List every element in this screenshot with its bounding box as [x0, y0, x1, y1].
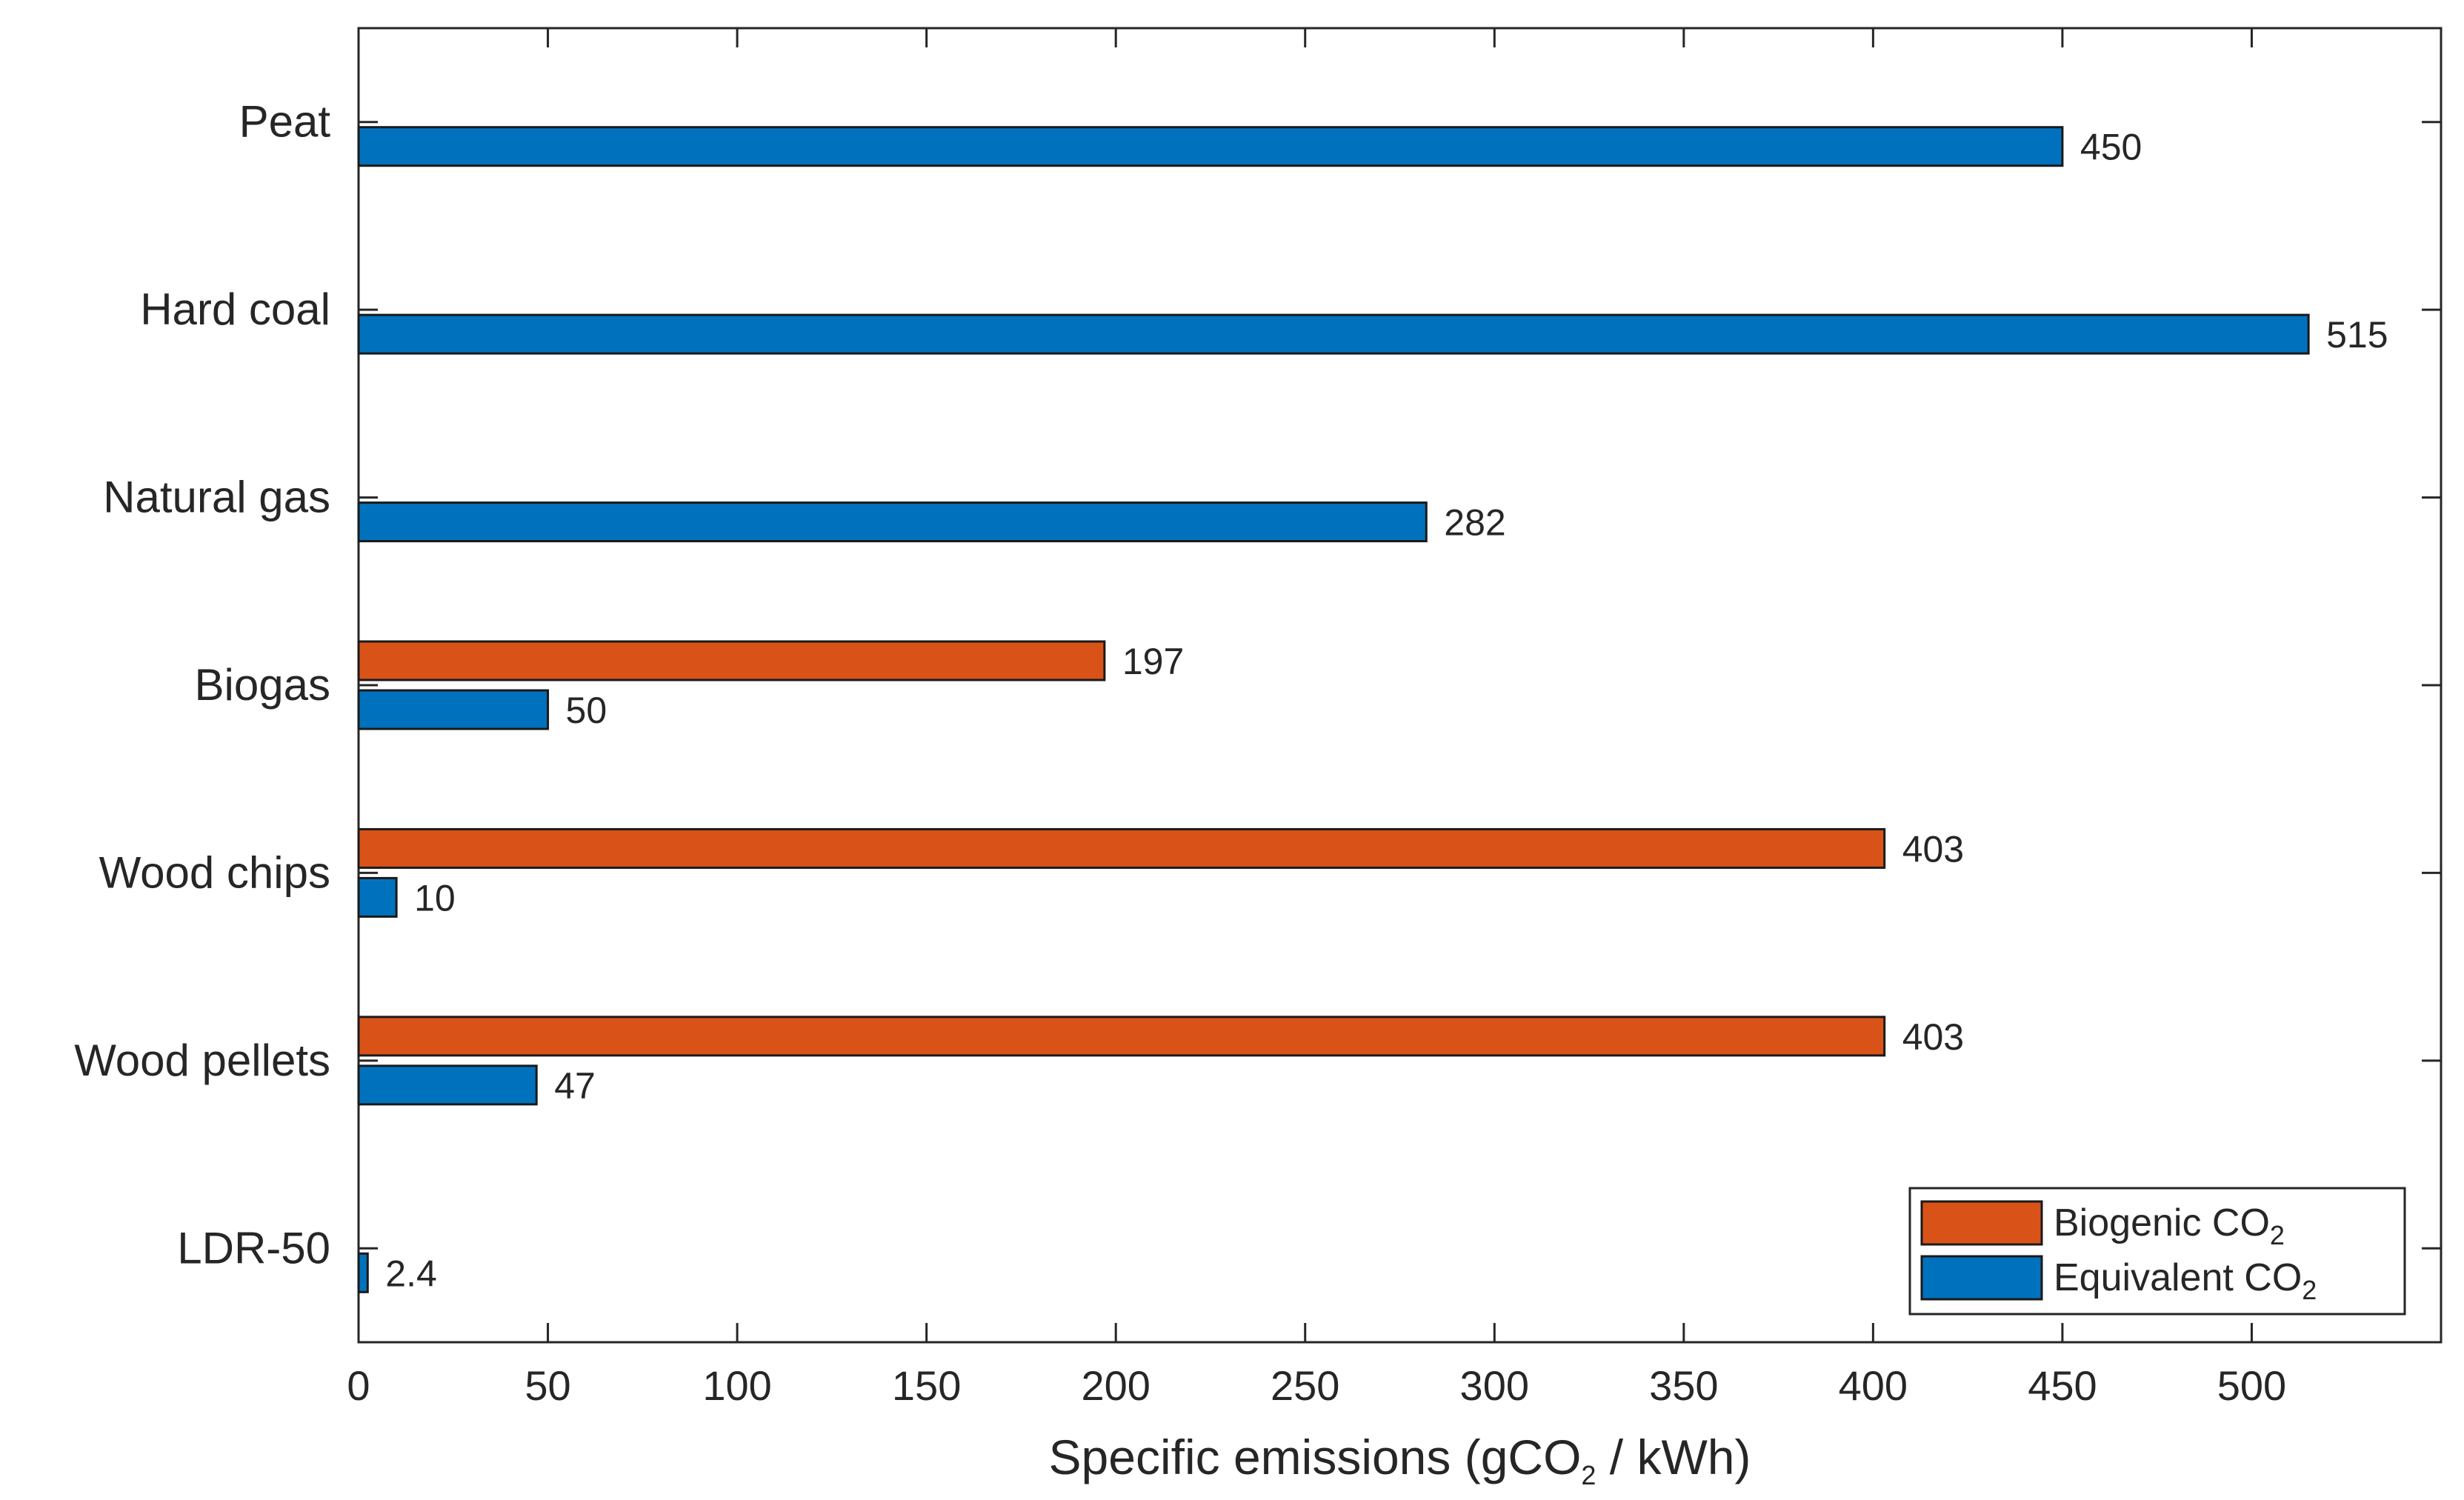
category-label: Hard coal [140, 284, 330, 334]
data-label: 403 [1902, 828, 1964, 870]
x-tick-label: 350 [1649, 1362, 1718, 1409]
x-tick-label: 450 [2028, 1362, 2097, 1409]
legend-swatch [1920, 1255, 2043, 1301]
legend-swatch [1920, 1200, 2043, 1246]
category-label: Peat [239, 97, 331, 147]
data-label: 2.4 [385, 1253, 437, 1294]
legend-label-subscript: 2 [2270, 1220, 2285, 1250]
data-label: 282 [1444, 502, 1505, 544]
data-label: 450 [2080, 127, 2142, 168]
x-axis-title: Specific emissions (gCO2 / kWh) [1049, 1430, 1751, 1490]
legend-label: Equivalent CO2 [2054, 1256, 2317, 1305]
data-label: 10 [414, 877, 456, 919]
x-tick-label: 100 [702, 1362, 771, 1409]
category-label: Wood chips [99, 847, 330, 897]
data-label: 50 [566, 690, 607, 731]
data-label: 515 [2326, 314, 2388, 356]
bar [357, 1252, 369, 1293]
x-tick-label: 300 [1460, 1362, 1529, 1409]
legend-label-main: Biogenic CO [2054, 1201, 2270, 1244]
x-tick-label: 250 [1271, 1362, 1339, 1409]
legend-label-main: Equivalent CO [2054, 1256, 2302, 1299]
bar [357, 640, 1106, 681]
legend-label-subscript: 2 [2302, 1275, 2317, 1305]
data-label: 403 [1902, 1016, 1964, 1058]
x-tick-label: 150 [892, 1362, 961, 1409]
bar [357, 501, 1428, 543]
data-label: 47 [554, 1065, 596, 1107]
x-tick-label: 400 [1839, 1362, 1908, 1409]
category-label: Wood pellets [74, 1036, 330, 1085]
x-tick-label: 50 [525, 1362, 570, 1409]
bar [357, 1064, 538, 1106]
legend-label: Biogenic CO2 [2054, 1201, 2285, 1250]
bar [357, 126, 2064, 167]
bar [357, 827, 1886, 869]
bar [357, 313, 2310, 355]
bar [357, 1016, 1886, 1057]
x-tick-label: 200 [1081, 1362, 1150, 1409]
plot-area: 0 50 100 150 200 250 300 350 400 450 500Peat450Har… [74, 27, 2443, 1409]
x-tick-label: 0 [347, 1362, 370, 1409]
bar [357, 689, 550, 730]
category-label: LDR-50 [177, 1223, 330, 1273]
bar [357, 876, 398, 918]
data-label: 197 [1122, 641, 1184, 682]
x-tick-label: 500 [2217, 1362, 2286, 1409]
category-label: Biogas [195, 660, 330, 710]
category-label: Natural gas [103, 473, 330, 522]
